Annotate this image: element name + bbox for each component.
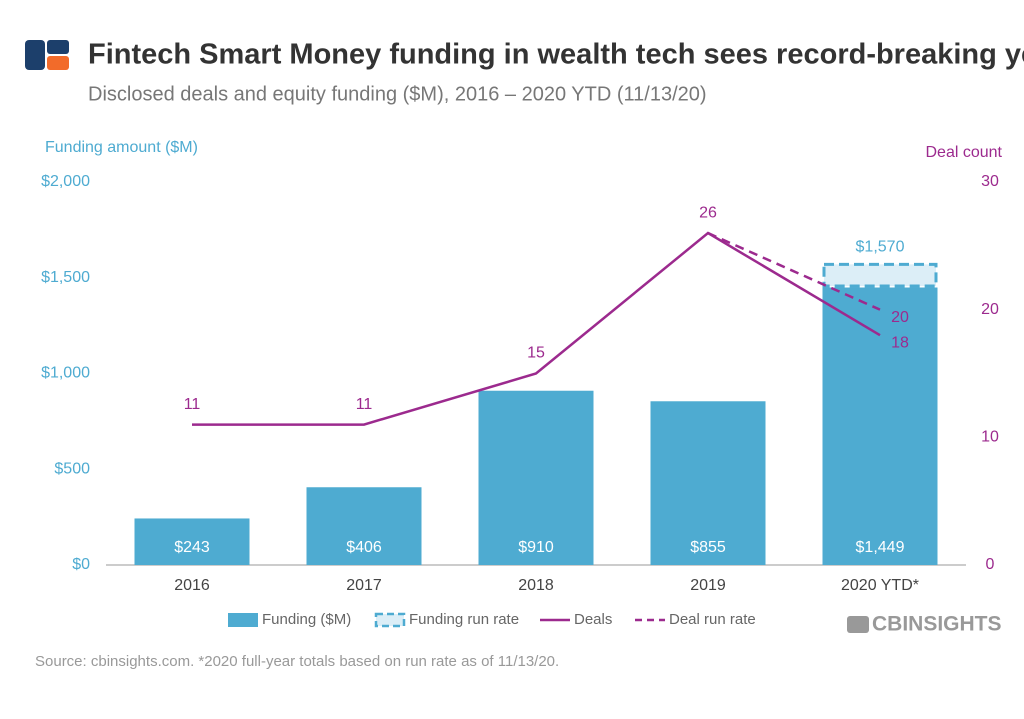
run-rate-label: $1,570 — [856, 239, 905, 256]
bar — [478, 390, 594, 565]
x-tick-label: 2016 — [174, 577, 210, 594]
line-label: 15 — [527, 345, 545, 362]
line — [192, 231, 881, 426]
y2-tick-label: 0 — [986, 556, 995, 573]
legend-label: Funding run rate — [409, 611, 519, 628]
legend-label: Deal run rate — [669, 611, 756, 628]
y-axis-label: Funding amount ($M) — [45, 139, 198, 156]
line-label: 20 — [891, 309, 909, 326]
source: Source: cbinsights.com. *2020 full-year … — [35, 653, 559, 670]
bar-label: $910 — [518, 539, 554, 556]
cb-logo — [847, 616, 869, 633]
y2-tick-label: 10 — [981, 429, 999, 446]
y-tick-label: $1,000 — [41, 365, 90, 382]
line-label: 26 — [699, 204, 717, 221]
y2-axis-label: Deal count — [926, 144, 1003, 161]
bar — [650, 401, 766, 565]
y2-tick-label: 20 — [981, 301, 999, 318]
x-tick-label: 2019 — [690, 577, 726, 594]
y2-tick-label: 30 — [981, 173, 999, 190]
brand-icon — [25, 40, 69, 70]
bar-label: $855 — [690, 539, 726, 556]
x-tick-label: 2018 — [518, 577, 554, 594]
run-rate-box — [822, 262, 938, 288]
run-rate-line — [707, 231, 881, 311]
logo-text: CBINSIGHTS — [872, 613, 1002, 636]
y-tick-label: $500 — [54, 460, 90, 477]
legend-label: Deals — [574, 611, 612, 628]
legend-swatch — [374, 612, 406, 628]
line-label: 11 — [356, 396, 373, 413]
legend-swatch — [228, 613, 258, 627]
chart-title: Fintech Smart Money funding in wealth te… — [88, 39, 1024, 71]
bar — [134, 518, 250, 565]
line-label: 18 — [891, 334, 909, 351]
line-label: 11 — [184, 396, 201, 413]
bar-label: $243 — [174, 539, 210, 556]
bar — [822, 287, 938, 565]
x-tick-label: 2020 YTD* — [841, 577, 919, 594]
bar-label: $406 — [346, 539, 382, 556]
legend-label: Funding ($M) — [262, 611, 351, 628]
bar — [306, 487, 422, 565]
y-tick-label: $0 — [72, 556, 90, 573]
y-tick-label: $1,500 — [41, 269, 90, 286]
chart-subtitle: Disclosed deals and equity funding ($M),… — [88, 83, 707, 105]
x-tick-label: 2017 — [346, 577, 382, 594]
bar-label: $1,449 — [856, 539, 905, 556]
y-tick-label: $2,000 — [41, 173, 90, 190]
